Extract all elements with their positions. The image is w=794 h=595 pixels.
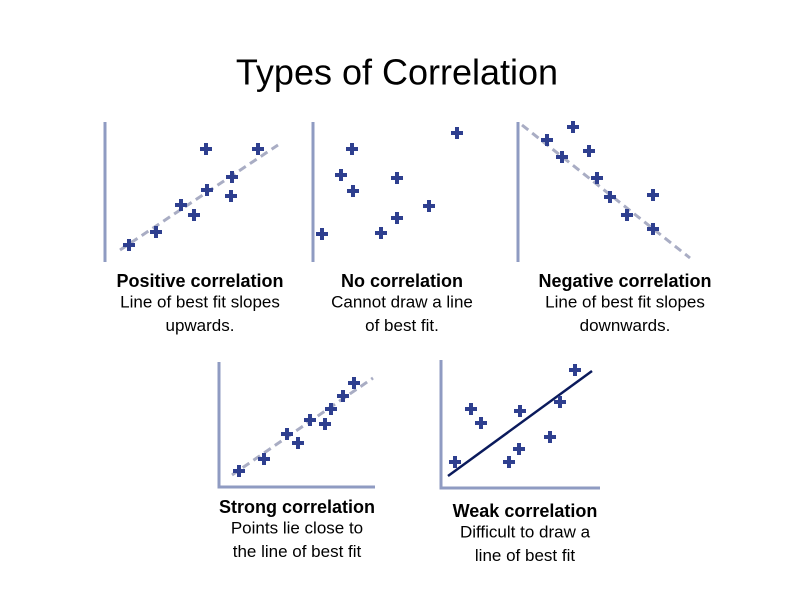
plus-marker bbox=[188, 209, 200, 221]
plus-marker bbox=[604, 191, 616, 203]
panel-caption: Points lie close to bbox=[231, 518, 363, 537]
fit-line bbox=[447, 369, 593, 478]
plus-marker bbox=[391, 172, 403, 184]
plus-marker bbox=[150, 226, 162, 238]
plus-marker bbox=[583, 145, 595, 157]
plus-marker bbox=[544, 431, 556, 443]
plus-marker bbox=[503, 456, 515, 468]
plus-marker bbox=[591, 172, 603, 184]
plus-marker bbox=[304, 414, 316, 426]
plus-marker bbox=[465, 403, 477, 415]
plus-marker bbox=[292, 437, 304, 449]
plus-marker bbox=[541, 134, 553, 146]
plus-marker bbox=[569, 364, 581, 376]
plus-marker bbox=[375, 227, 387, 239]
panel-heading: Weak correlation bbox=[453, 501, 598, 521]
plus-marker bbox=[451, 127, 463, 139]
plus-marker bbox=[423, 200, 435, 212]
plus-marker bbox=[475, 417, 487, 429]
plus-marker bbox=[325, 403, 337, 415]
plus-marker bbox=[621, 209, 633, 221]
plus-marker bbox=[201, 184, 213, 196]
plus-marker bbox=[556, 151, 568, 163]
panel-heading: No correlation bbox=[341, 271, 463, 291]
panel-caption: upwards. bbox=[166, 316, 235, 335]
plus-marker bbox=[175, 199, 187, 211]
panel-caption: downwards. bbox=[580, 316, 671, 335]
plus-marker bbox=[514, 405, 526, 417]
plus-marker bbox=[647, 223, 659, 235]
axis bbox=[439, 360, 600, 490]
panel-caption: Difficult to draw a bbox=[460, 522, 591, 541]
markers bbox=[123, 121, 659, 477]
plus-marker bbox=[225, 190, 237, 202]
plus-marker bbox=[567, 121, 579, 133]
panel-caption: the line of best fit bbox=[233, 542, 362, 561]
panel-caption: Line of best fit slopes bbox=[545, 292, 705, 311]
plus-marker bbox=[226, 171, 238, 183]
plus-marker bbox=[258, 453, 270, 465]
plus-marker bbox=[647, 189, 659, 201]
panel-caption: Cannot draw a line bbox=[331, 292, 473, 311]
illustrations bbox=[103, 122, 691, 490]
plus-marker bbox=[348, 377, 360, 389]
plus-marker bbox=[319, 418, 331, 430]
axis bbox=[217, 362, 375, 489]
plus-marker bbox=[513, 443, 525, 455]
plus-marker bbox=[391, 212, 403, 224]
fit-line bbox=[119, 143, 279, 252]
panel-caption: of best fit. bbox=[365, 316, 439, 335]
plus-marker bbox=[233, 465, 245, 477]
plus-marker bbox=[449, 456, 461, 468]
plus-marker bbox=[200, 143, 212, 155]
panel-heading: Strong correlation bbox=[219, 497, 375, 517]
panel-caption: line of best fit bbox=[475, 546, 575, 565]
plus-marker bbox=[346, 143, 358, 155]
panel-heading: Positive correlation bbox=[116, 271, 283, 291]
plus-marker bbox=[123, 239, 135, 251]
plus-marker bbox=[554, 396, 566, 408]
panel-caption: Line of best fit slopes bbox=[120, 292, 280, 311]
plus-marker bbox=[347, 185, 359, 197]
slide-title: Types of Correlation bbox=[236, 52, 558, 93]
plus-marker bbox=[252, 143, 264, 155]
plus-marker bbox=[337, 390, 349, 402]
plus-marker bbox=[316, 228, 328, 240]
panel-heading: Negative correlation bbox=[538, 271, 711, 291]
plus-marker bbox=[335, 169, 347, 181]
fit-line bbox=[521, 123, 691, 260]
plus-marker bbox=[281, 428, 293, 440]
fit-line bbox=[231, 376, 374, 477]
